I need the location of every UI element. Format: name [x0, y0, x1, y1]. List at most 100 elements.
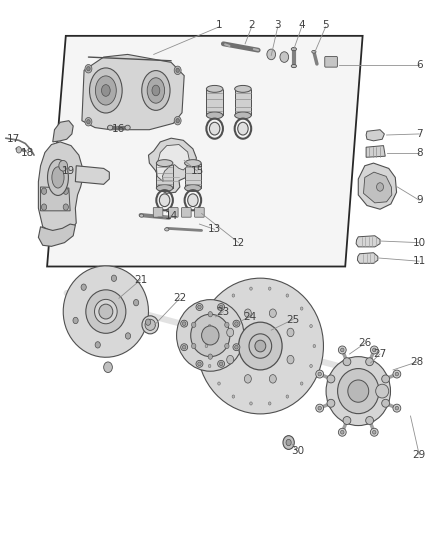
- Ellipse shape: [99, 304, 113, 319]
- Circle shape: [85, 64, 92, 73]
- Ellipse shape: [182, 345, 186, 349]
- Ellipse shape: [343, 416, 351, 424]
- Text: 27: 27: [374, 349, 387, 359]
- Polygon shape: [364, 172, 392, 203]
- Polygon shape: [366, 146, 385, 157]
- Ellipse shape: [366, 416, 374, 424]
- Text: 29: 29: [413, 450, 426, 460]
- Ellipse shape: [239, 322, 282, 370]
- Text: 26: 26: [358, 338, 371, 349]
- Ellipse shape: [196, 360, 203, 367]
- Ellipse shape: [395, 406, 399, 410]
- Ellipse shape: [159, 194, 170, 207]
- Circle shape: [191, 343, 196, 349]
- Ellipse shape: [147, 78, 165, 103]
- Circle shape: [176, 68, 180, 72]
- Text: 17: 17: [7, 134, 20, 144]
- Polygon shape: [63, 266, 148, 357]
- Circle shape: [174, 116, 181, 125]
- Ellipse shape: [185, 184, 201, 191]
- Polygon shape: [185, 163, 201, 188]
- Ellipse shape: [373, 430, 376, 434]
- Circle shape: [59, 160, 67, 171]
- Ellipse shape: [197, 278, 323, 414]
- Ellipse shape: [156, 160, 173, 166]
- Ellipse shape: [381, 399, 389, 407]
- FancyBboxPatch shape: [325, 56, 337, 67]
- Ellipse shape: [339, 429, 346, 436]
- Circle shape: [208, 312, 212, 317]
- Circle shape: [225, 322, 229, 327]
- Ellipse shape: [206, 85, 223, 92]
- Circle shape: [85, 117, 92, 126]
- Circle shape: [42, 188, 47, 195]
- Ellipse shape: [327, 399, 335, 407]
- Polygon shape: [47, 36, 363, 266]
- Circle shape: [227, 356, 233, 364]
- Ellipse shape: [348, 380, 369, 402]
- Circle shape: [205, 344, 208, 348]
- Ellipse shape: [191, 314, 230, 357]
- Ellipse shape: [381, 375, 389, 383]
- Polygon shape: [82, 54, 184, 130]
- Circle shape: [310, 365, 312, 368]
- Ellipse shape: [343, 358, 351, 366]
- Circle shape: [145, 319, 151, 325]
- Circle shape: [232, 294, 235, 297]
- Text: 30: 30: [291, 446, 304, 456]
- Ellipse shape: [235, 345, 238, 349]
- Circle shape: [269, 309, 276, 318]
- Ellipse shape: [86, 290, 126, 333]
- Ellipse shape: [181, 320, 187, 327]
- Polygon shape: [156, 144, 189, 182]
- Circle shape: [208, 325, 211, 328]
- Ellipse shape: [152, 85, 160, 96]
- Text: 6: 6: [416, 60, 423, 70]
- Circle shape: [218, 307, 220, 310]
- Ellipse shape: [338, 368, 379, 414]
- Circle shape: [250, 287, 252, 290]
- Ellipse shape: [142, 70, 170, 110]
- Ellipse shape: [395, 372, 399, 376]
- FancyBboxPatch shape: [182, 208, 191, 217]
- Text: 24: 24: [243, 312, 256, 322]
- Circle shape: [134, 300, 139, 306]
- Polygon shape: [356, 236, 380, 247]
- Ellipse shape: [182, 322, 186, 326]
- Circle shape: [313, 344, 316, 348]
- Ellipse shape: [47, 159, 68, 196]
- Text: 2: 2: [248, 20, 255, 30]
- Ellipse shape: [366, 358, 374, 366]
- Circle shape: [191, 322, 196, 327]
- Text: 18: 18: [21, 148, 34, 158]
- Text: 28: 28: [410, 357, 424, 367]
- Ellipse shape: [255, 340, 266, 352]
- Ellipse shape: [291, 64, 297, 68]
- Ellipse shape: [201, 326, 219, 345]
- Ellipse shape: [187, 194, 198, 207]
- Polygon shape: [358, 163, 396, 209]
- Circle shape: [232, 395, 235, 398]
- Text: 23: 23: [217, 306, 230, 317]
- Ellipse shape: [393, 370, 401, 378]
- Text: 11: 11: [413, 256, 426, 266]
- Polygon shape: [75, 166, 110, 184]
- Polygon shape: [53, 120, 73, 142]
- Ellipse shape: [181, 344, 187, 351]
- Ellipse shape: [95, 300, 117, 324]
- Polygon shape: [39, 224, 75, 246]
- Ellipse shape: [219, 362, 223, 366]
- Circle shape: [16, 147, 21, 153]
- Text: 8: 8: [416, 148, 423, 158]
- Circle shape: [63, 204, 68, 211]
- Circle shape: [286, 294, 289, 297]
- Ellipse shape: [185, 160, 201, 166]
- Ellipse shape: [371, 346, 378, 354]
- Circle shape: [300, 382, 303, 385]
- Ellipse shape: [218, 360, 225, 367]
- Circle shape: [268, 287, 271, 290]
- Ellipse shape: [139, 214, 144, 217]
- Ellipse shape: [102, 85, 110, 96]
- Polygon shape: [235, 89, 251, 115]
- Circle shape: [377, 183, 384, 191]
